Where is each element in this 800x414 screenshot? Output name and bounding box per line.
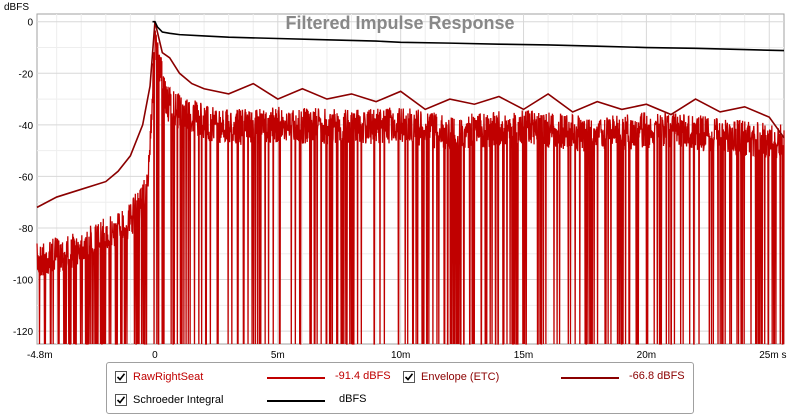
rawrightseat-label: RawRightSeat: [133, 371, 204, 383]
y-tick-label: -100: [13, 276, 33, 287]
series-layer: [36, 20, 785, 345]
checkmark-icon: [116, 373, 126, 381]
y-tick-label: -80: [19, 224, 34, 235]
rawrightseat-value: -91.4 dBFS: [335, 370, 391, 382]
y-tick-labels: 0 -20 -40 -60 -80 -100 -120: [13, 18, 33, 338]
schroeder-value: dBFS: [339, 393, 367, 405]
checkmark-icon: [404, 373, 414, 381]
legend-entry-envelope[interactable]: Envelope (ETC): [403, 368, 499, 386]
rawrightseat-line: [36, 30, 785, 345]
x-tick-label: -4.8m: [27, 350, 53, 360]
y-tick-label: 0: [27, 18, 33, 29]
schroeder-line: [152, 20, 785, 52]
schroeder-checkbox[interactable]: [115, 394, 127, 406]
y-axis-label: dBFS: [4, 2, 29, 13]
checkmark-icon: [116, 396, 126, 404]
envelope-checkbox[interactable]: [403, 371, 415, 383]
envelope-swatch: [561, 377, 619, 379]
x-tick-labels: -4.8m 0 5m 10m 15m 20m 25m s: [27, 350, 786, 360]
y-tick-label: -20: [19, 69, 34, 80]
legend-entry-rawrightseat[interactable]: RawRightSeat: [115, 368, 203, 386]
envelope-label: Envelope (ETC): [421, 371, 500, 383]
y-tick-label: -60: [19, 172, 34, 183]
x-tick-label: 20m: [637, 350, 656, 360]
chart-title: Filtered Impulse Response: [285, 13, 514, 33]
x-tick-label: 10m: [391, 350, 410, 360]
legend: RawRightSeat -91.4 dBFS Envelope (ETC) -…: [106, 362, 694, 414]
legend-entry-schroeder[interactable]: Schroeder Integral: [115, 391, 224, 409]
x-tick-label: 5m: [271, 350, 285, 360]
schroeder-label: Schroeder Integral: [133, 394, 224, 406]
rawrightseat-checkbox[interactable]: [115, 371, 127, 383]
envelope-line: [36, 21, 785, 209]
x-tick-label: 15m: [514, 350, 533, 360]
schroeder-swatch: [267, 400, 325, 402]
envelope-value: -66.8 dBFS: [629, 370, 685, 382]
x-tick-label: 25m s: [759, 350, 786, 360]
x-tick-label: 0: [152, 350, 158, 360]
y-tick-label: -120: [13, 327, 33, 338]
y-tick-label: -40: [19, 121, 34, 132]
rawrightseat-swatch: [267, 377, 325, 379]
impulse-response-chart: 0 -20 -40 -60 -80 -100 -120 -4.8m 0 5m 10m 15m 20m 2…: [4, 2, 786, 360]
